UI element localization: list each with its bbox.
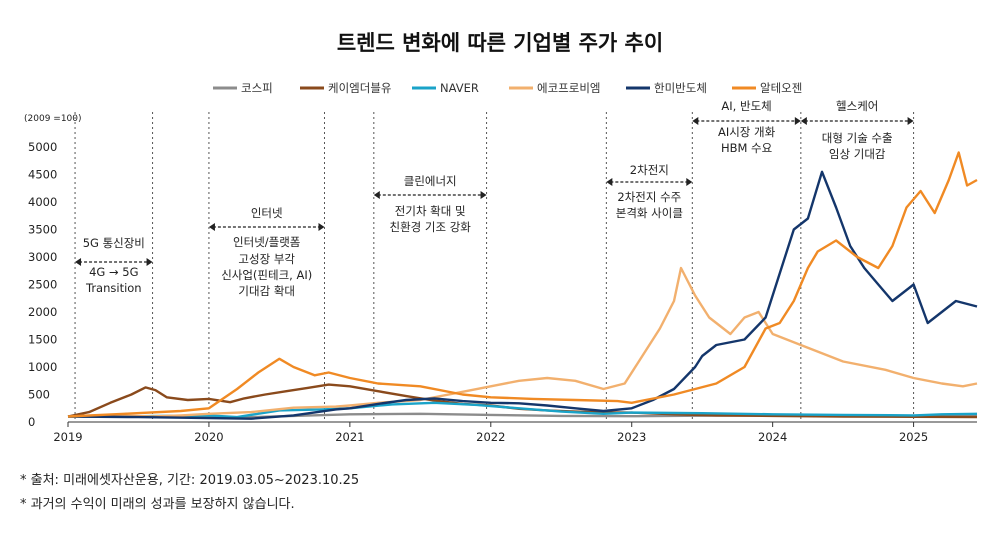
period-description: HBM 수요 bbox=[721, 141, 772, 155]
x-tick-label: 2019 bbox=[53, 430, 82, 444]
y-tick-label: 5000 bbox=[28, 140, 57, 154]
period-arrowhead-right bbox=[907, 117, 914, 125]
y-unit-label: (2009 =100) bbox=[24, 114, 82, 124]
period-description: 신사업(핀테크, AI) bbox=[221, 268, 312, 282]
period-arrowhead-left bbox=[606, 178, 613, 186]
period-arrowhead-right bbox=[794, 117, 801, 125]
legend-label-2: 케이엠더블유 bbox=[328, 81, 391, 95]
period-description: 2차전지 수주 bbox=[617, 190, 681, 204]
period-header: 인터넷 bbox=[251, 206, 283, 220]
y-tick-label: 0 bbox=[28, 415, 35, 429]
period-arrowhead-left bbox=[373, 191, 380, 199]
period-arrowhead-left bbox=[208, 223, 215, 231]
period-description: Transition bbox=[85, 281, 142, 295]
period-description: 대형 기술 수출 bbox=[822, 131, 893, 145]
period-description: 4G → 5G bbox=[89, 265, 138, 279]
legend-label-4: 에코프로비엠 bbox=[537, 81, 600, 95]
chart-title: 트렌드 변화에 따른 기업별 주가 추이 bbox=[337, 31, 663, 55]
period-header: 2차전지 bbox=[630, 163, 669, 177]
period-header: 헬스케어 bbox=[836, 99, 878, 113]
y-tick-label: 2000 bbox=[28, 305, 57, 319]
period-arrowhead-right bbox=[686, 178, 693, 186]
series-line-3 bbox=[67, 401, 978, 419]
y-tick-label: 1000 bbox=[28, 360, 57, 374]
period-description: 임상 기대감 bbox=[829, 147, 886, 161]
footnote-disclaimer: * 과거의 수익이 미래의 성과를 보장하지 않습니다. bbox=[20, 497, 295, 512]
period-header: AI, 반도체 bbox=[721, 99, 771, 113]
x-tick-label: 2020 bbox=[194, 430, 223, 444]
x-tick-label: 2021 bbox=[335, 430, 364, 444]
legend-label-1: 코스피 bbox=[241, 81, 273, 95]
legend-label-3: NAVER bbox=[440, 81, 479, 95]
legend-label-5: 한미반도체 bbox=[654, 81, 707, 95]
legend-label-6: 알테오젠 bbox=[760, 81, 802, 95]
series-line-5 bbox=[67, 170, 978, 420]
period-arrowhead-left bbox=[75, 258, 82, 266]
period-arrowhead-right bbox=[480, 191, 487, 199]
period-description: 인터넷/플랫폼 bbox=[233, 235, 300, 249]
y-tick-label: 3000 bbox=[28, 250, 57, 264]
series-line-6 bbox=[67, 151, 978, 418]
period-description: 본격화 사이클 bbox=[616, 206, 683, 220]
y-tick-label: 4000 bbox=[28, 195, 57, 209]
period-description: 전기차 확대 및 bbox=[395, 204, 466, 218]
y-tick-label: 1500 bbox=[28, 333, 57, 347]
y-tick-label: 4500 bbox=[28, 168, 57, 182]
y-tick-label: 500 bbox=[28, 388, 50, 402]
series-line-4 bbox=[67, 266, 978, 418]
period-description: AI시장 개화 bbox=[718, 125, 776, 139]
period-arrowhead-left bbox=[692, 117, 699, 125]
series-line-2 bbox=[67, 383, 978, 419]
period-arrowhead-right bbox=[146, 258, 153, 266]
y-tick-label: 2500 bbox=[28, 278, 57, 292]
period-description: 친환경 기조 강화 bbox=[390, 220, 472, 234]
footnote-source: * 출처: 미래에셋자산운용, 기간: 2019.03.05~2023.10.2… bbox=[20, 473, 360, 488]
period-arrowhead-right bbox=[318, 223, 325, 231]
period-description: 고성장 부각 bbox=[238, 252, 295, 266]
x-tick-label: 2024 bbox=[758, 430, 787, 444]
period-header: 클린에너지 bbox=[404, 174, 457, 188]
x-tick-label: 2023 bbox=[617, 430, 646, 444]
y-tick-label: 3500 bbox=[28, 223, 57, 237]
period-header: 5G 통신장비 bbox=[83, 236, 145, 250]
period-description: 기대감 확대 bbox=[238, 284, 295, 298]
x-tick-label: 2025 bbox=[899, 430, 928, 444]
period-arrowhead-left bbox=[800, 117, 807, 125]
x-tick-label: 2022 bbox=[476, 430, 505, 444]
